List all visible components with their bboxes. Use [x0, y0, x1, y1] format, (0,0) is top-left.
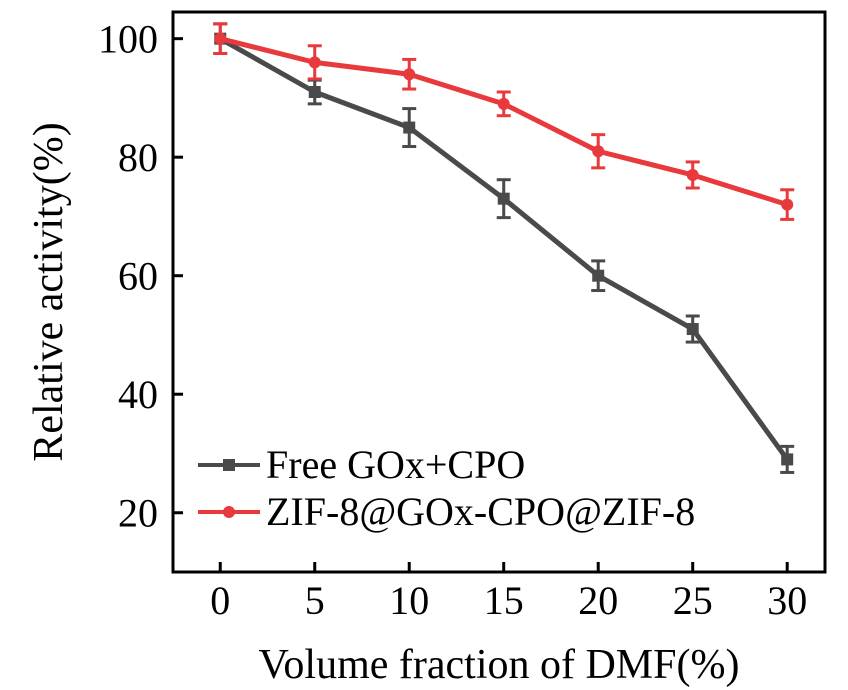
axis-ticks: 0 5 10 15 20 25 30 20 40 60 80 100 — [98, 17, 807, 623]
x-tick-label-25: 25 — [673, 578, 713, 623]
y-tick-label-80: 80 — [118, 135, 158, 180]
y-axis-title: Relative activity(%) — [26, 122, 72, 461]
point-zif-8-gox-cpo-zif-8-15 — [497, 97, 510, 110]
y-tick-label-100: 100 — [98, 17, 158, 62]
point-zif-8-gox-cpo-zif-8-25 — [686, 168, 699, 181]
point-free-gox-cpo-30 — [781, 453, 794, 466]
point-zif-8-gox-cpo-zif-8-30 — [781, 198, 794, 211]
point-free-gox-cpo-10 — [403, 121, 416, 134]
x-tick-label-5: 5 — [305, 578, 325, 623]
point-free-gox-cpo-20 — [592, 269, 605, 282]
legend-item-zif-8: ZIF-8@GOx-CPO@ZIF-8 — [198, 489, 695, 534]
point-free-gox-cpo-25 — [686, 323, 699, 336]
point-free-gox-cpo-5 — [308, 86, 321, 98]
x-tick-label-30: 30 — [767, 578, 807, 623]
series-zif-8-gox-cpo-zif-8 — [213, 22, 795, 221]
point-zif-8-gox-cpo-zif-8-10 — [403, 68, 416, 81]
plot-frame — [171, 10, 827, 574]
legend-label-zif-8: ZIF-8@GOx-CPO@ZIF-8 — [266, 489, 695, 534]
legend-marker-zif-8 — [223, 506, 235, 518]
legend-marker-free-gox-cpo — [223, 459, 235, 471]
legend: Free GOx+CPO ZIF-8@GOx-CPO@ZIF-8 — [198, 442, 695, 534]
x-tick-label-20: 20 — [578, 578, 618, 623]
y-tick-label-40: 40 — [118, 372, 158, 417]
series-layer — [213, 22, 795, 474]
point-zif-8-gox-cpo-zif-8-0 — [214, 32, 227, 45]
x-tick-label-0: 0 — [210, 578, 230, 623]
x-tick-label-10: 10 — [389, 578, 429, 623]
legend-item-free-gox-cpo: Free GOx+CPO — [198, 442, 525, 487]
y-tick-label-60: 60 — [118, 254, 158, 299]
point-zif-8-gox-cpo-zif-8-20 — [592, 145, 605, 158]
legend-label-free-gox-cpo: Free GOx+CPO — [266, 442, 525, 487]
x-tick-label-15: 15 — [484, 578, 524, 623]
point-free-gox-cpo-15 — [497, 192, 510, 205]
x-axis-title: Volume fraction of DMF(%) — [259, 642, 740, 688]
y-tick-label-20: 20 — [118, 491, 158, 536]
point-zif-8-gox-cpo-zif-8-5 — [308, 56, 321, 69]
